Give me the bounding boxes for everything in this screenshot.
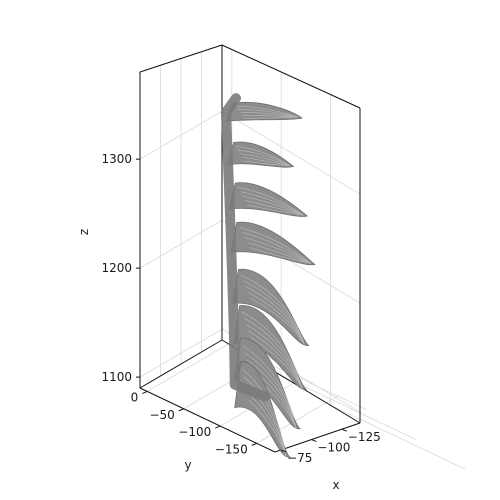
y-tick-mark: [142, 390, 148, 394]
frame-edge: [274, 422, 361, 453]
z-tick-label: 1100: [101, 370, 132, 384]
x-tick-label: −125: [348, 430, 381, 444]
x-tick-label: −100: [317, 441, 350, 455]
surface-fin: [232, 269, 310, 346]
fin-texture: [243, 317, 303, 389]
surface-mesh: [221, 93, 316, 458]
fin-texture: [235, 145, 290, 166]
grid-lines: [139, 49, 466, 470]
y-tick-label: 0: [131, 390, 139, 404]
fin-body: [230, 222, 316, 266]
fin-texture: [247, 291, 305, 345]
fin-texture: [234, 105, 299, 118]
frame-edge: [139, 339, 223, 389]
fin-texture: [245, 286, 305, 345]
fin-texture: [248, 330, 303, 389]
fin-texture: [243, 280, 305, 345]
fin-texture: [242, 195, 304, 216]
y-grid-line: [147, 343, 230, 392]
frame-edge: [139, 44, 223, 73]
fin-texture: [241, 232, 312, 264]
y-grid-line: [256, 395, 339, 444]
fin-texture: [242, 345, 297, 428]
fin-texture: [247, 242, 311, 264]
z-tick-label: 1200: [101, 261, 132, 275]
fin-texture: [241, 156, 290, 166]
y-tick-mark: [178, 408, 184, 412]
fin-texture: [243, 376, 287, 457]
surface-fin: [233, 305, 308, 390]
x-tick-label: −75: [287, 451, 312, 465]
x-floor-grid-line: [330, 404, 466, 470]
x-tick-mark: [341, 428, 347, 432]
x-axis-label: x: [332, 478, 339, 492]
fin-texture: [236, 108, 299, 118]
surface-fin: [225, 101, 303, 122]
surface-fin: [228, 182, 309, 217]
surface-fin: [227, 141, 295, 168]
fin-texture: [244, 237, 312, 264]
fin-texture: [239, 227, 312, 264]
fin-texture: [241, 114, 299, 118]
fin-texture: [250, 336, 303, 389]
fin-texture: [244, 200, 304, 216]
fin-texture: [247, 391, 287, 457]
surface-fin: [230, 222, 316, 266]
fin-texture: [246, 359, 297, 428]
z-tick-label: 1300: [101, 152, 132, 166]
fin-texture: [240, 274, 305, 345]
x-tick-mark: [311, 439, 317, 443]
fin-texture: [237, 187, 304, 216]
frame-edge: [221, 44, 361, 109]
fin-texture: [246, 324, 303, 389]
y-tick-mark: [215, 425, 221, 429]
fin-texture: [243, 160, 290, 166]
z-axis-label: z: [77, 229, 91, 235]
axes-frame: [139, 44, 361, 453]
surface-spine: [221, 93, 270, 402]
fin-texture: [244, 352, 297, 428]
fin-texture: [239, 153, 290, 166]
fin-texture: [240, 191, 304, 216]
y-tick-label: −100: [178, 425, 211, 439]
y-tick-mark: [251, 442, 257, 446]
fin-texture: [249, 297, 305, 345]
fin-texture: [249, 247, 311, 264]
x-tick-mark: [280, 449, 287, 453]
fin-texture: [241, 311, 303, 389]
fin-texture: [238, 111, 299, 118]
frame-edge: [139, 387, 276, 453]
y-tick-label: −150: [215, 442, 248, 456]
y-axis-label: y: [184, 458, 191, 472]
y-tick-label: −50: [149, 408, 174, 422]
fin-texture: [237, 149, 290, 166]
fin-texture: [243, 116, 299, 119]
fin-texture: [247, 204, 304, 216]
